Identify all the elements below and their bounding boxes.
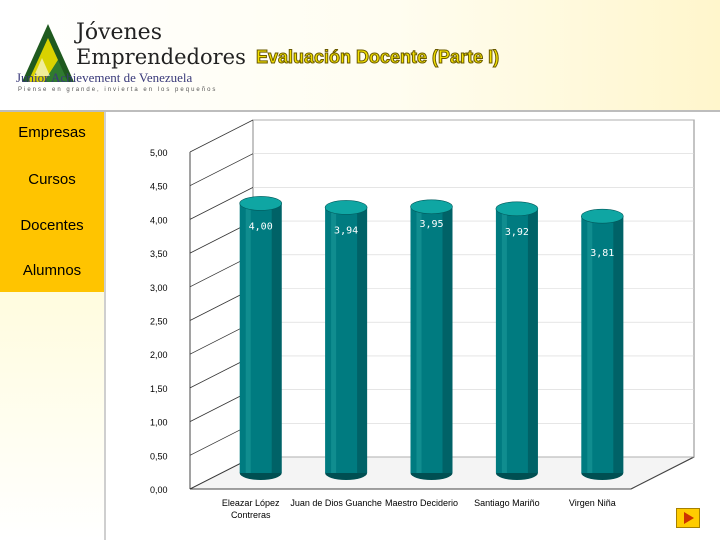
data-label: 3,95	[419, 219, 443, 230]
next-arrow-icon	[684, 512, 694, 524]
chart-bars	[239, 196, 624, 480]
bar-chart: 0,00 0,50 1,00 1,50 2,00 2,50 3,00 3,50 4,00 4,50…	[150, 119, 695, 520]
y-tick-label: 3,00	[150, 283, 168, 293]
logo-mark-icon	[22, 24, 74, 82]
logo-title-line2: Emprendedores	[76, 45, 246, 69]
sidebar-item-cursos[interactable]: Cursos	[28, 171, 76, 188]
logo-organization: Junior Achievement de Venezuela	[16, 70, 193, 85]
header-band	[0, 0, 720, 110]
header-divider	[0, 110, 720, 112]
y-tick-label: 4,00	[150, 215, 168, 225]
bar	[580, 208, 624, 480]
sidebar-item-empresas[interactable]: Empresas	[18, 124, 86, 141]
y-tick-label: 3,50	[150, 249, 168, 259]
y-tick-label: 1,00	[150, 418, 168, 428]
x-axis-ticks: Eleazar López Contreras Juan de Dios Guanc…	[222, 498, 616, 520]
y-tick-label: 4,50	[150, 182, 168, 192]
y-tick-label: 2,50	[150, 317, 168, 327]
page-title: Evaluación Docente (Parte I)	[255, 47, 500, 68]
y-tick-label: 5,00	[150, 148, 168, 158]
bar	[410, 199, 453, 480]
nav-panel	[0, 112, 104, 292]
x-tick-label: Eleazar López Contreras	[222, 498, 280, 520]
x-tick-label: Juan de Dios Guanche	[290, 498, 382, 508]
next-button[interactable]	[676, 508, 700, 528]
y-axis-ticks: 0,00 0,50 1,00 1,50 2,00 2,50 3,00 3,50 4,00 4,50…	[150, 148, 168, 495]
bar	[324, 200, 368, 480]
logo	[10, 18, 210, 100]
data-label: 4,00	[249, 221, 273, 232]
data-labels: 4,00 3,94 3,95 3,92 3,81	[249, 219, 615, 259]
x-tick-label: Virgen Niña	[569, 498, 616, 508]
sidebar-item-alumnos[interactable]: Alumnos	[22, 262, 82, 279]
data-label: 3,92	[505, 227, 529, 238]
y-tick-label: 2,00	[150, 350, 168, 360]
logo-title-line1: Jóvenes	[76, 20, 162, 45]
y-tick-label: 0,50	[150, 451, 168, 461]
logo-tagline: Piense en grande, invierta en los pequeñ…	[18, 87, 218, 93]
x-tick-label: Santiago Mariño	[474, 498, 540, 508]
x-tick-label: Maestro Deciderio	[385, 498, 458, 508]
data-label: 3,94	[334, 225, 358, 236]
data-label: 3,81	[590, 248, 614, 259]
y-tick-label: 1,50	[150, 384, 168, 394]
sidebar-divider	[104, 112, 106, 540]
sidebar-item-docentes[interactable]: Docentes	[20, 217, 84, 234]
bar	[239, 196, 282, 480]
bar	[495, 201, 539, 480]
y-tick-label: 0,00	[150, 485, 168, 495]
